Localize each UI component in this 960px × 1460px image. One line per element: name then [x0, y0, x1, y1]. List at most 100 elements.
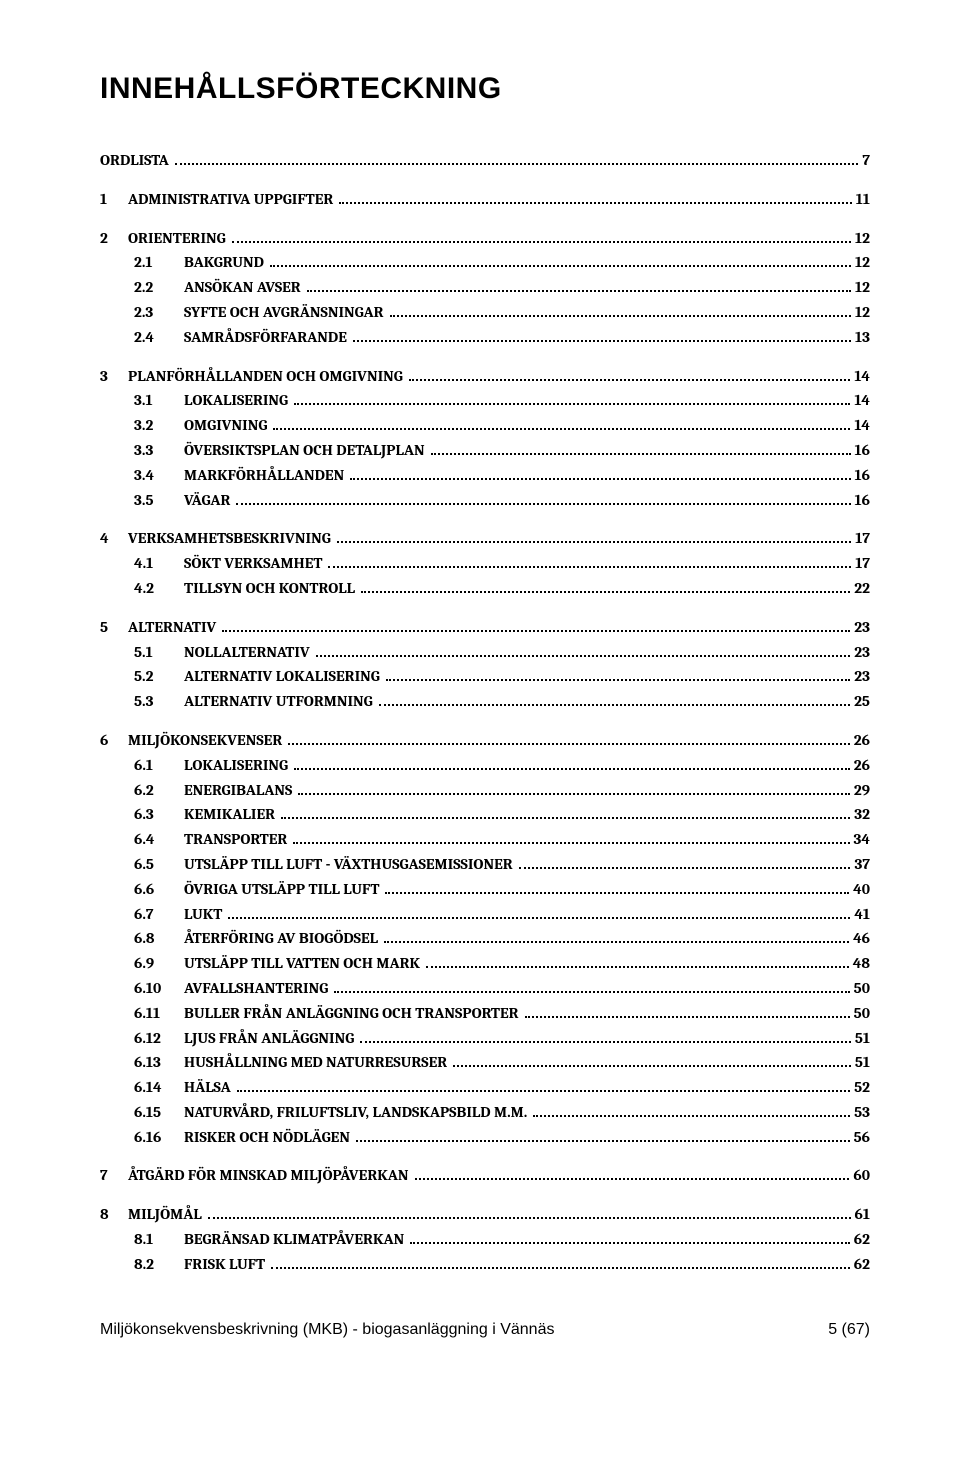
- toc-entry[interactable]: 7ÅTGÄRD FÖR MINSKAD MILJÖPÅVERKAN60: [100, 1163, 870, 1188]
- toc-entry[interactable]: 2.3SYFTE OCH AVGRÄNSNINGAR12: [100, 300, 870, 325]
- toc-entry[interactable]: 6MILJÖKONSEKVENSER26: [100, 728, 870, 753]
- toc-entry[interactable]: 4.1SÖKT VERKSAMHET17: [100, 551, 870, 576]
- toc-entry[interactable]: 6.13HUSHÅLLNING MED NATURRESURSER51: [100, 1050, 870, 1075]
- toc-entry[interactable]: 3.1LOKALISERING14: [100, 388, 870, 413]
- toc-entry[interactable]: 3.2OMGIVNING14: [100, 413, 870, 438]
- toc-entry-page: 60: [853, 1163, 870, 1188]
- toc-entry[interactable]: 5.2ALTERNATIV LOKALISERING23: [100, 664, 870, 689]
- toc-entry[interactable]: 5.3ALTERNATIV UTFORMNING25: [100, 689, 870, 714]
- toc-entry-page: 50: [854, 1001, 870, 1026]
- toc-entry-label: MILJÖMÅL: [122, 1202, 202, 1227]
- toc-entry-label: MARKFÖRHÅLLANDEN: [178, 463, 344, 488]
- toc-entry[interactable]: 2.2ANSÖKAN AVSER12: [100, 275, 870, 300]
- toc-entry-page: 23: [854, 640, 870, 665]
- toc-entry[interactable]: 6.16RISKER OCH NÖDLÄGEN56: [100, 1125, 870, 1150]
- toc-entry[interactable]: 4.2TILLSYN OCH KONTROLL22: [100, 576, 870, 601]
- toc-leader: [293, 842, 849, 844]
- toc-leader: [533, 1115, 850, 1117]
- toc-leader: [384, 941, 849, 943]
- toc-entry-number: 6.8: [134, 926, 178, 951]
- toc-entry-label: ÅTERFÖRING AV BIOGÖDSEL: [178, 926, 378, 951]
- toc-entry-label: TRANSPORTER: [178, 827, 287, 852]
- toc-entry-number: 6.16: [134, 1125, 178, 1150]
- toc-entry-label: BAKGRUND: [178, 250, 264, 275]
- toc-leader: [337, 541, 851, 543]
- toc-entry-number: 7: [100, 1163, 122, 1188]
- toc-entry-label: ALTERNATIV UTFORMNING: [178, 689, 373, 714]
- toc-entry-number: 6.11: [134, 1001, 178, 1026]
- toc-entry-number: 3.4: [134, 463, 178, 488]
- toc-leader: [270, 265, 851, 267]
- toc-entry-label: UTSLÄPP TILL VATTEN OCH MARK: [178, 951, 420, 976]
- toc-entry[interactable]: 3.3ÖVERSIKTSPLAN OCH DETALJPLAN16: [100, 438, 870, 463]
- toc-entry-page: 62: [854, 1227, 870, 1252]
- toc-entry-number: 6.10: [134, 976, 178, 1001]
- toc-entry[interactable]: 8.2FRISK LUFT62: [100, 1252, 870, 1277]
- toc-entry-page: 16: [855, 438, 870, 463]
- toc-entry[interactable]: 5ALTERNATIV23: [100, 615, 870, 640]
- page-footer: Miljökonsekvensbeskrivning (MKB) - bioga…: [100, 1321, 870, 1339]
- toc-entry-label: HUSHÅLLNING MED NATURRESURSER: [178, 1050, 447, 1075]
- toc-entry[interactable]: 2ORIENTERING12: [100, 226, 870, 251]
- toc-entry-page: 25: [854, 689, 870, 714]
- toc-entry[interactable]: 4VERKSAMHETSBESKRIVNING17: [100, 526, 870, 551]
- toc-entry-label: SAMRÅDSFÖRFARANDE: [178, 325, 347, 350]
- toc-leader: [294, 403, 850, 405]
- toc-entry[interactable]: 8.1BEGRÄNSAD KLIMATPÅVERKAN62: [100, 1227, 870, 1252]
- toc-entry[interactable]: 6.6ÖVRIGA UTSLÄPP TILL LUFT40: [100, 877, 870, 902]
- toc-entry[interactable]: 6.3KEMIKALIER32: [100, 802, 870, 827]
- toc-entry[interactable]: 3.4MARKFÖRHÅLLANDEN 16: [100, 463, 870, 488]
- toc-entry-number: 6.6: [134, 877, 178, 902]
- toc-entry[interactable]: 6.15NATURVÅRD, FRILUFTSLIV, LANDSKAPSBIL…: [100, 1100, 870, 1125]
- toc-leader: [360, 1041, 851, 1043]
- toc-entry[interactable]: 1ADMINISTRATIVA UPPGIFTER11: [100, 187, 870, 212]
- toc-entry[interactable]: 6.1LOKALISERING26: [100, 753, 870, 778]
- toc-entry-page: 12: [855, 275, 870, 300]
- toc-leader: [208, 1217, 851, 1219]
- toc-entry-number: 6.7: [134, 902, 178, 927]
- toc-entry-number: 4: [100, 526, 122, 551]
- toc-entry[interactable]: 5.1NOLLALTERNATIV23: [100, 640, 870, 665]
- toc-leader: [409, 379, 850, 381]
- toc-entry[interactable]: 6.7LUKT41: [100, 902, 870, 927]
- toc-entry[interactable]: 6.2ENERGIBALANS29: [100, 778, 870, 803]
- toc-entry-label: ORDLISTA: [100, 148, 169, 173]
- toc-entry-page: 16: [855, 463, 870, 488]
- toc-leader: [353, 340, 851, 342]
- toc-entry[interactable]: 3PLANFÖRHÅLLANDEN OCH OMGIVNING14: [100, 364, 870, 389]
- toc-entry[interactable]: 6.5UTSLÄPP TILL LUFT - VÄXTHUSGASEMISSIO…: [100, 852, 870, 877]
- toc-entry[interactable]: 6.8ÅTERFÖRING AV BIOGÖDSEL46: [100, 926, 870, 951]
- toc-leader: [361, 591, 850, 593]
- toc-entry-page: 41: [854, 902, 870, 927]
- toc-entry-label: NOLLALTERNATIV: [178, 640, 310, 665]
- toc-entry-page: 22: [854, 576, 870, 601]
- toc-entry-page: 34: [854, 827, 870, 852]
- toc-entry-label: MILJÖKONSEKVENSER: [122, 728, 282, 753]
- toc-entry[interactable]: 3.5VÄGAR16: [100, 488, 870, 513]
- toc-entry[interactable]: 6.4TRANSPORTER 34: [100, 827, 870, 852]
- toc-entry-label: ANSÖKAN AVSER: [178, 275, 301, 300]
- toc-entry-page: 17: [855, 551, 870, 576]
- toc-entry-number: 6.13: [134, 1050, 178, 1075]
- toc-leader: [426, 966, 849, 968]
- toc-entry-number: 6.14: [134, 1075, 178, 1100]
- toc-entry-page: 26: [854, 753, 870, 778]
- toc-entry[interactable]: 2.1BAKGRUND12: [100, 250, 870, 275]
- toc-entry-number: 1: [100, 187, 122, 212]
- toc-entry[interactable]: 6.9UTSLÄPP TILL VATTEN OCH MARK48: [100, 951, 870, 976]
- toc-entry[interactable]: 2.4SAMRÅDSFÖRFARANDE13: [100, 325, 870, 350]
- toc-entry-page: 23: [854, 664, 870, 689]
- toc-entry[interactable]: ORDLISTA7: [100, 148, 870, 173]
- toc-entry[interactable]: 6.11BULLER FRÅN ANLÄGGNING OCH TRANSPORT…: [100, 1001, 870, 1026]
- toc-entry[interactable]: 8MILJÖMÅL61: [100, 1202, 870, 1227]
- toc-leader: [298, 793, 849, 795]
- toc-entry[interactable]: 6.14HÄLSA52: [100, 1075, 870, 1100]
- toc-entry-number: 5: [100, 615, 122, 640]
- toc-entry-number: 4.2: [134, 576, 178, 601]
- toc-entry-number: 6.4: [134, 827, 178, 852]
- toc-entry-label: OMGIVNING: [178, 413, 267, 438]
- toc-entry-page: 29: [854, 778, 870, 803]
- toc-entry[interactable]: 6.10AVFALLSHANTERING50: [100, 976, 870, 1001]
- toc-entry-label: VERKSAMHETSBESKRIVNING: [122, 526, 331, 551]
- toc-entry[interactable]: 6.12LJUS FRÅN ANLÄGGNING51: [100, 1026, 870, 1051]
